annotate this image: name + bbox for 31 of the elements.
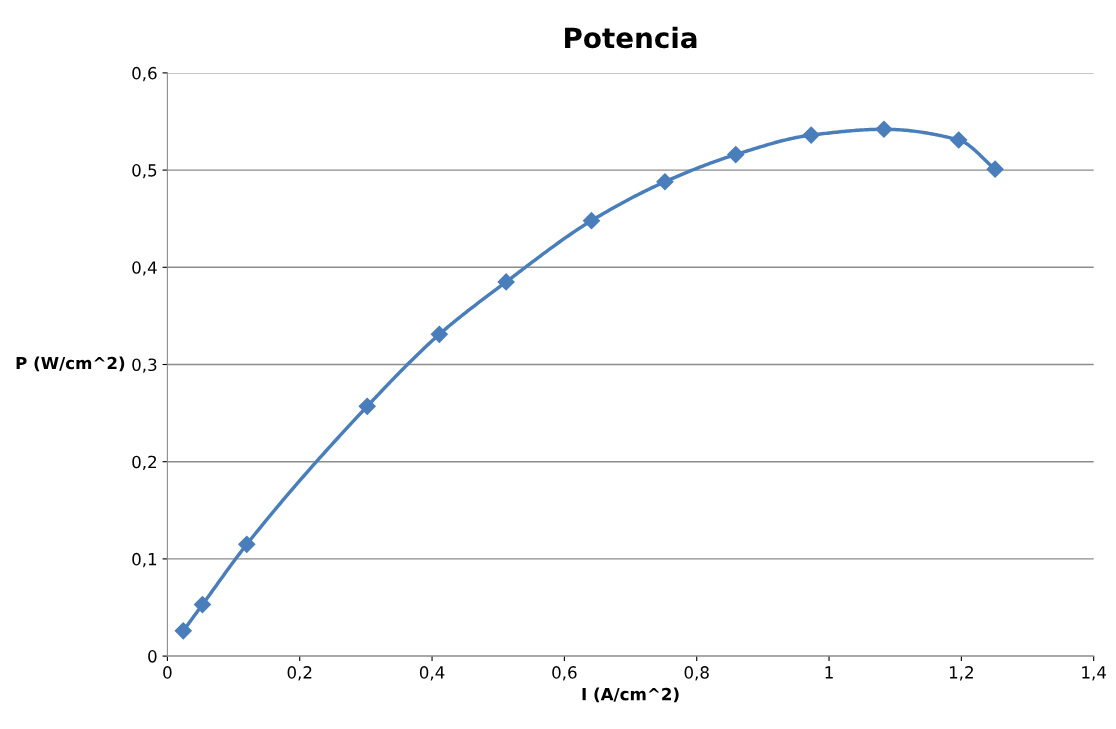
point <box>950 131 968 149</box>
x-tick-label: 0 <box>163 666 172 679</box>
point <box>358 397 376 415</box>
x-axis-title: I (A/cm^2) <box>582 687 679 703</box>
point <box>193 596 212 614</box>
point <box>430 325 448 343</box>
point <box>497 273 515 291</box>
point <box>802 126 820 144</box>
x-tick-label: 0,6 <box>552 666 577 681</box>
y-tick-label: 0 <box>148 650 157 663</box>
point <box>656 173 674 191</box>
y-tick-label: 0,4 <box>132 261 157 276</box>
point <box>582 212 601 230</box>
y-axis-title: P (W/cm^2) <box>16 356 125 372</box>
point <box>986 160 1004 178</box>
point <box>174 622 192 640</box>
x-tick-label: 0,4 <box>419 666 445 681</box>
y-tick-label: 0,2 <box>132 455 157 470</box>
y-tick-label: 0,5 <box>132 164 157 179</box>
y-tick-label: 0,3 <box>132 358 157 373</box>
x-tick-label: 0,2 <box>287 666 312 681</box>
x-tick-label: 1,4 <box>1082 666 1106 681</box>
y-tick-label: 0,1 <box>132 552 157 568</box>
point <box>238 535 256 553</box>
y-tick-label: 0,6 <box>132 66 157 82</box>
point <box>875 120 893 138</box>
x-tick-label: 0,8 <box>684 666 709 681</box>
x-tick-label: 1,2 <box>949 666 973 681</box>
point <box>727 145 745 164</box>
chart-title: Potencia <box>565 26 697 49</box>
x-tick-label: 1 <box>825 666 833 679</box>
